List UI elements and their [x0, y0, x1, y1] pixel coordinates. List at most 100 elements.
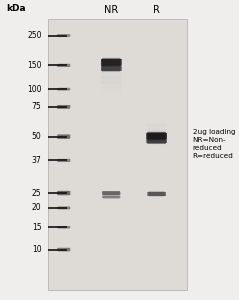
Bar [103, 64, 120, 72]
Bar [58, 134, 69, 140]
Bar [58, 87, 69, 91]
Bar [58, 248, 70, 252]
Bar [58, 247, 69, 252]
Bar [148, 192, 165, 196]
Bar [58, 158, 70, 162]
Bar [146, 137, 167, 139]
Bar [57, 191, 70, 195]
Bar [147, 132, 166, 140]
Bar [58, 190, 70, 196]
Bar [103, 191, 120, 195]
Bar [148, 132, 166, 140]
Bar [57, 248, 70, 251]
Bar [58, 190, 69, 196]
Bar [58, 63, 69, 68]
Bar [57, 207, 70, 209]
Bar [58, 159, 70, 162]
Text: 20: 20 [32, 203, 42, 212]
Bar [57, 207, 70, 209]
Bar [57, 191, 71, 195]
Bar [58, 64, 70, 67]
Bar [146, 125, 167, 127]
Bar [147, 132, 166, 140]
Bar [58, 63, 69, 68]
Bar [58, 88, 70, 91]
Bar [148, 138, 166, 144]
Bar [57, 88, 70, 91]
Bar [57, 34, 71, 37]
Bar [101, 66, 122, 70]
Text: 100: 100 [27, 85, 42, 94]
Bar [102, 58, 121, 66]
Bar [58, 34, 70, 37]
Bar [58, 105, 70, 109]
Text: 37: 37 [32, 156, 42, 165]
Text: 10: 10 [32, 245, 42, 254]
Bar [146, 129, 167, 131]
Bar [58, 191, 70, 196]
Bar [147, 132, 166, 140]
Bar [58, 104, 69, 109]
Bar [103, 64, 120, 72]
Bar [58, 190, 69, 196]
Bar [101, 76, 122, 78]
Bar [58, 226, 69, 229]
Bar [146, 139, 167, 143]
Bar [146, 134, 167, 136]
Bar [101, 85, 122, 86]
Text: kDa: kDa [6, 4, 26, 13]
Bar [58, 34, 69, 38]
Bar [58, 206, 70, 210]
Bar [146, 122, 167, 123]
Bar [148, 192, 166, 196]
Bar [101, 82, 122, 84]
Bar [101, 59, 121, 65]
Bar [57, 134, 70, 139]
Bar [103, 64, 120, 72]
Text: 50: 50 [32, 132, 42, 141]
Bar [146, 123, 167, 124]
Bar [101, 70, 122, 71]
Bar [148, 131, 165, 141]
Bar [101, 79, 122, 80]
Bar [101, 94, 122, 95]
Bar [57, 135, 70, 139]
Bar [58, 247, 69, 252]
Bar [58, 247, 69, 252]
Bar [101, 86, 122, 88]
Bar [58, 158, 69, 163]
Bar [57, 34, 70, 37]
Text: 250: 250 [27, 31, 42, 40]
Bar [103, 191, 119, 195]
Bar [147, 192, 166, 196]
Bar [57, 105, 70, 109]
Bar [58, 226, 69, 229]
Bar [148, 192, 165, 196]
Bar [58, 34, 69, 38]
Bar [58, 134, 70, 139]
Bar [101, 69, 122, 70]
Bar [57, 64, 70, 67]
Bar [57, 226, 71, 228]
Bar [104, 191, 119, 196]
Bar [58, 158, 69, 163]
Bar [101, 58, 121, 66]
Bar [103, 196, 120, 198]
Text: 25: 25 [32, 189, 42, 198]
Bar [58, 34, 70, 37]
Bar [147, 138, 166, 144]
Bar [148, 137, 165, 145]
Bar [58, 63, 70, 67]
Bar [58, 104, 69, 110]
Bar [57, 191, 70, 195]
Bar [57, 88, 70, 90]
Bar [58, 206, 69, 210]
Bar [146, 127, 167, 128]
Bar [102, 191, 120, 195]
Bar [102, 196, 120, 198]
Text: 75: 75 [32, 102, 42, 111]
Bar [146, 130, 167, 132]
Bar [57, 159, 71, 162]
Bar [146, 120, 167, 122]
Bar [101, 91, 122, 92]
